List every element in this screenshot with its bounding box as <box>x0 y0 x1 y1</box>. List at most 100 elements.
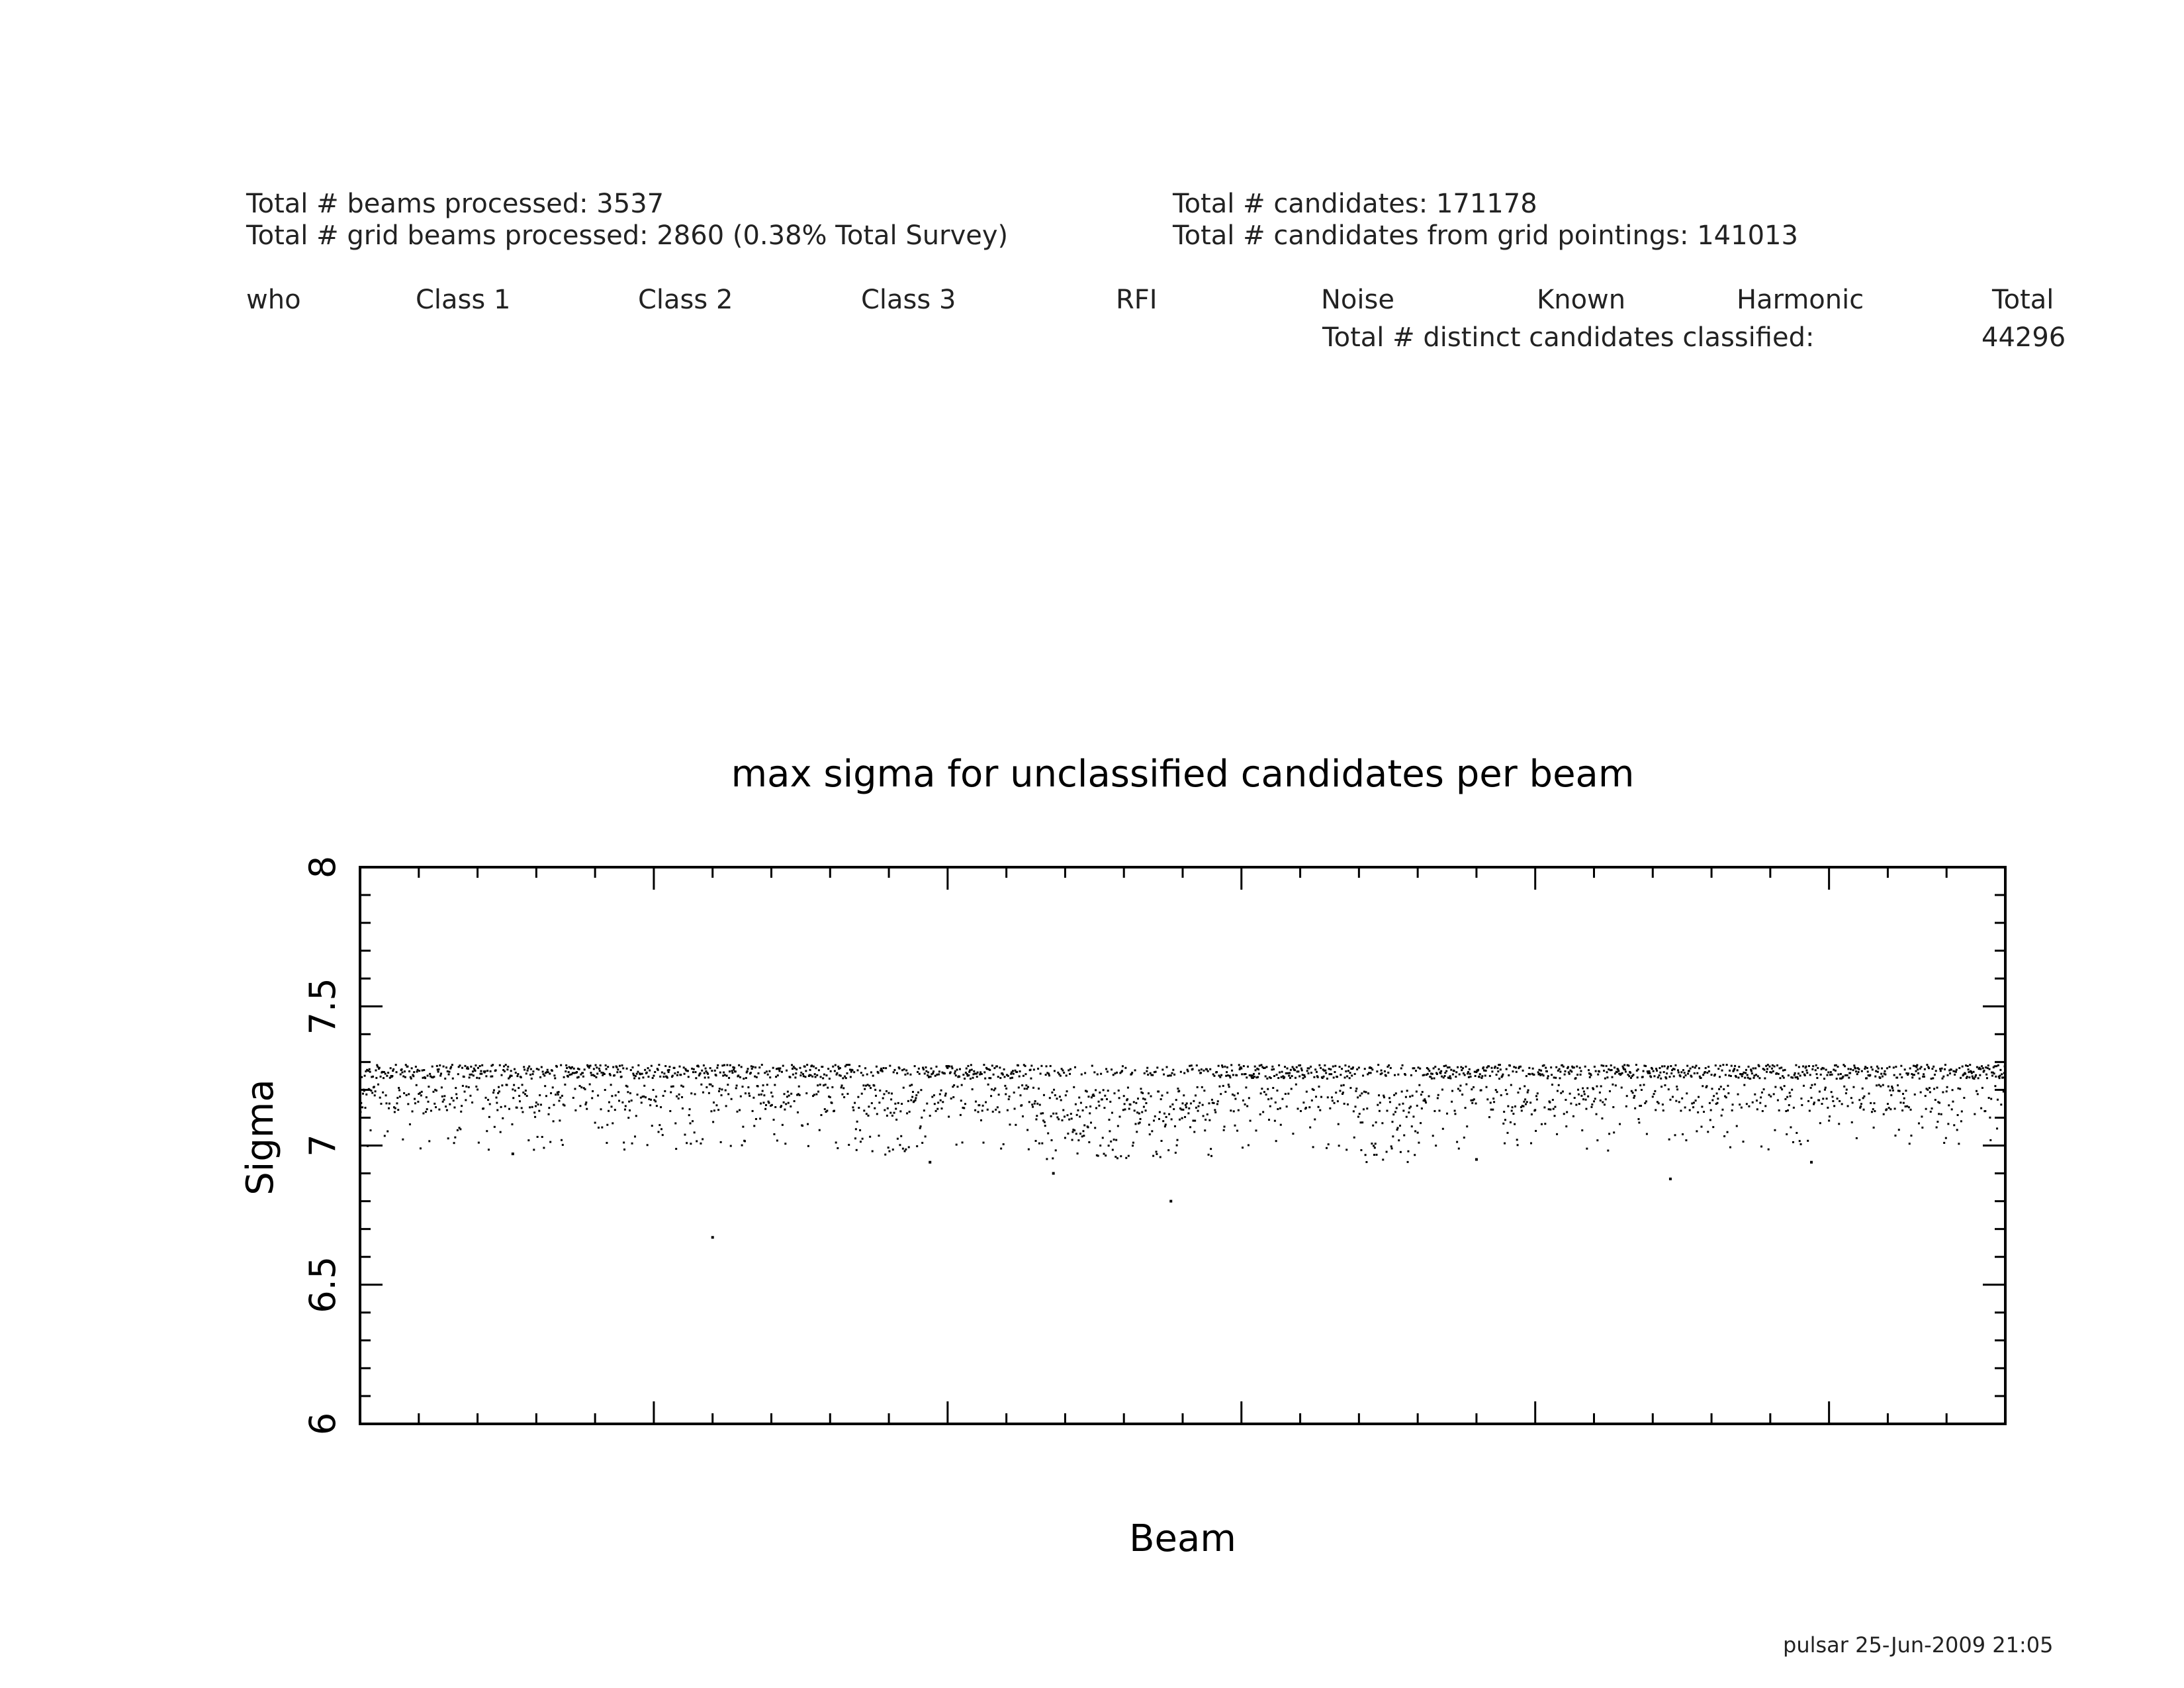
data-point <box>664 1090 666 1092</box>
data-point <box>384 1135 386 1137</box>
data-point <box>811 1076 813 1078</box>
data-point <box>1195 1107 1197 1109</box>
data-point <box>1549 1109 1551 1111</box>
data-point <box>736 1084 738 1086</box>
data-point <box>1360 1121 1362 1123</box>
data-point <box>632 1072 634 1074</box>
data-point <box>1749 1078 1751 1080</box>
data-point <box>1538 1069 1540 1071</box>
data-point <box>1295 1077 1297 1079</box>
data-point <box>1402 1064 1404 1066</box>
data-point <box>801 1125 803 1127</box>
data-point <box>1132 1142 1134 1144</box>
data-point <box>437 1068 439 1070</box>
data-point <box>1340 1084 1342 1086</box>
data-point <box>1439 1072 1441 1074</box>
data-point <box>994 1088 996 1090</box>
data-point <box>1942 1091 1944 1093</box>
data-point <box>1657 1076 1659 1078</box>
data-point <box>909 1085 911 1087</box>
data-point <box>1948 1104 1950 1106</box>
data-point <box>1976 1090 1978 1092</box>
data-point <box>717 1064 719 1066</box>
data-point <box>441 1086 443 1088</box>
data-point <box>1793 1107 1795 1109</box>
data-point <box>594 1075 596 1077</box>
data-point <box>1926 1064 1928 1066</box>
data-point <box>1554 1115 1556 1117</box>
data-point <box>1098 1105 1100 1107</box>
data-point <box>870 1087 872 1089</box>
data-point <box>604 1073 606 1075</box>
data-point <box>1540 1070 1542 1072</box>
data-point <box>948 1115 950 1117</box>
data-point <box>668 1071 670 1073</box>
data-point <box>804 1066 806 1068</box>
data-point <box>1832 1100 1834 1102</box>
outlier-point <box>1475 1158 1478 1161</box>
data-point <box>1688 1070 1690 1072</box>
data-point <box>1343 1103 1345 1105</box>
data-point <box>1766 1071 1768 1073</box>
data-point <box>691 1068 693 1070</box>
data-point <box>1727 1085 1729 1087</box>
data-point <box>1447 1066 1449 1068</box>
data-point <box>976 1076 978 1078</box>
data-point <box>823 1084 825 1086</box>
data-point <box>1091 1096 1093 1098</box>
data-point <box>862 1074 864 1076</box>
data-point <box>1396 1107 1398 1109</box>
data-point <box>1125 1157 1127 1159</box>
data-point <box>946 1067 948 1069</box>
data-point <box>696 1140 698 1142</box>
data-point <box>1994 1065 1996 1067</box>
data-point <box>1277 1108 1279 1110</box>
data-point <box>1678 1072 1680 1074</box>
data-point <box>1365 1154 1367 1156</box>
data-point <box>1797 1078 1799 1080</box>
data-point <box>1366 1107 1368 1109</box>
data-point <box>1512 1113 1514 1115</box>
data-point <box>1737 1094 1739 1096</box>
data-point <box>1097 1073 1099 1075</box>
data-point <box>657 1069 659 1071</box>
data-point <box>1539 1074 1541 1076</box>
data-point <box>1784 1085 1786 1087</box>
data-point <box>1075 1133 1077 1135</box>
data-point <box>1784 1098 1786 1100</box>
data-point <box>927 1074 929 1076</box>
data-point <box>396 1097 398 1099</box>
data-point <box>585 1102 587 1103</box>
data-point <box>1294 1069 1296 1071</box>
data-point <box>1925 1108 1927 1110</box>
data-point <box>511 1075 513 1077</box>
data-point <box>1382 1158 1384 1160</box>
data-point <box>574 1109 576 1111</box>
data-point <box>1030 1078 1032 1080</box>
data-point <box>726 1075 728 1077</box>
data-point <box>1284 1066 1286 1068</box>
data-point <box>1104 1095 1106 1097</box>
data-point <box>1668 1088 1670 1090</box>
data-point <box>1206 1113 1208 1115</box>
data-point <box>1570 1070 1572 1072</box>
data-point <box>926 1103 928 1105</box>
data-point <box>1134 1069 1136 1071</box>
data-point <box>396 1102 398 1104</box>
data-point <box>1929 1087 1931 1089</box>
data-point <box>1851 1121 1853 1123</box>
y-tick-label: 7 <box>302 1134 343 1156</box>
data-point <box>940 1100 942 1102</box>
data-point <box>655 1096 657 1098</box>
data-point <box>906 1112 908 1114</box>
data-point <box>1774 1065 1776 1067</box>
data-point <box>593 1068 595 1070</box>
data-point <box>1044 1125 1046 1127</box>
data-point <box>930 1076 932 1078</box>
data-point <box>757 1085 759 1087</box>
data-point <box>1088 1141 1090 1143</box>
data-point <box>1797 1072 1799 1074</box>
data-point <box>741 1086 743 1088</box>
data-point <box>1594 1066 1596 1068</box>
data-point <box>934 1103 936 1105</box>
